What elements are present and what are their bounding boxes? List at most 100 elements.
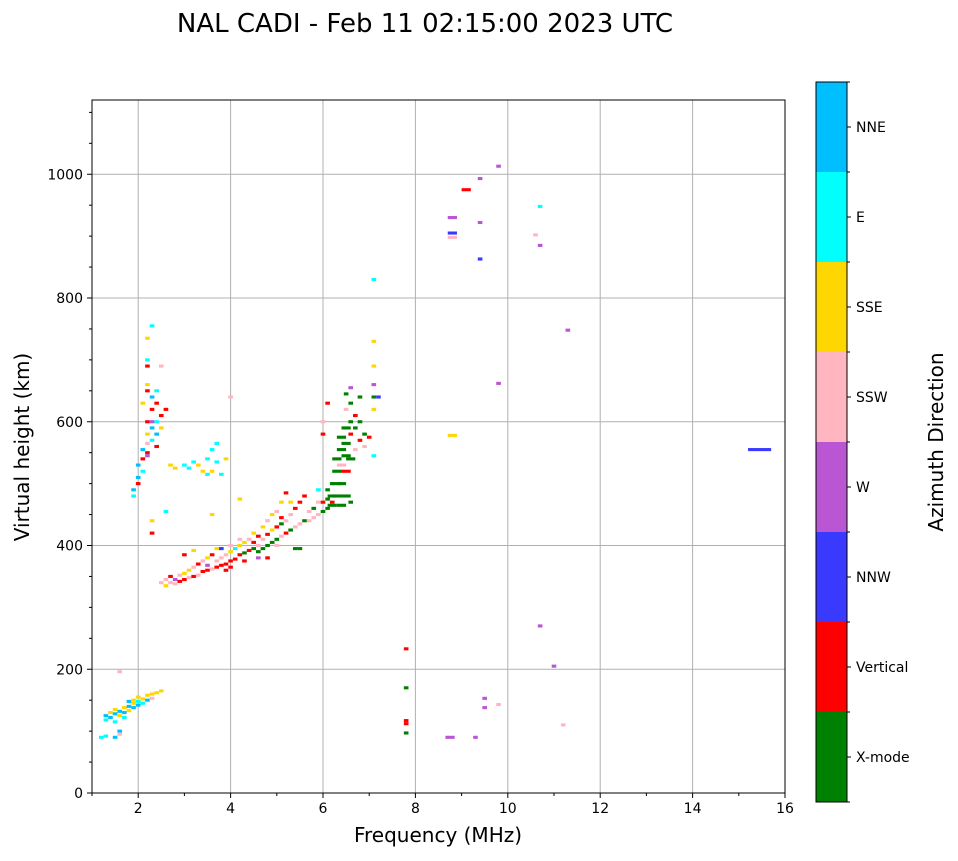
data-point-ssw [246, 537, 252, 541]
data-point-sse [186, 568, 192, 572]
data-point-x-mode [256, 550, 261, 554]
data-point-sse [168, 463, 173, 467]
data-point-ssw [195, 573, 201, 577]
data-point-ssw [158, 581, 164, 585]
data-point-vertical [154, 401, 159, 405]
x-tick-label: 8 [411, 801, 420, 817]
data-point-vertical [182, 577, 187, 582]
colorbar-tick-label: SSW [856, 390, 888, 406]
data-point-sse [163, 584, 169, 588]
data-point-ssw [168, 581, 173, 585]
data-point-x-mode [362, 432, 367, 436]
data-point-nne [103, 714, 109, 718]
data-point-vertical [341, 469, 351, 473]
x-tick-label: 12 [591, 801, 609, 817]
data-point-e [103, 734, 109, 738]
data-point-vertical [320, 500, 326, 504]
data-point-sse [237, 543, 243, 548]
data-point-vertical [357, 438, 363, 442]
data-point-x-mode [325, 488, 330, 492]
colorbar-segment-e [816, 172, 847, 262]
data-point-x-mode [288, 528, 293, 532]
data-point-x-mode [357, 395, 363, 399]
data-point-vertical [461, 188, 471, 192]
data-point-x-mode [320, 509, 326, 514]
data-point-nne [135, 703, 141, 707]
data-point-w [496, 164, 501, 168]
data-point-e [98, 735, 104, 739]
data-point-ssw [228, 543, 233, 548]
data-point-sse [371, 339, 377, 343]
data-point-sse [288, 500, 293, 504]
data-point-nnw [477, 257, 483, 261]
data-point-vertical [154, 444, 159, 449]
data-point-vertical [205, 568, 210, 572]
data-point-ssw [343, 407, 349, 411]
data-point-nnw [219, 547, 224, 551]
data-point-x-mode [346, 457, 356, 461]
y-axis-ticks: 0 200 400 600 800 1000 [47, 111, 92, 802]
colorbar-segment-nne [816, 82, 847, 172]
data-point-vertical [191, 574, 196, 578]
y-tick-label: 200 [56, 662, 83, 678]
data-point-nne [122, 711, 127, 715]
data-point-sse [149, 692, 155, 696]
data-point-ssw [297, 522, 303, 526]
data-point-ssw [353, 448, 358, 452]
data-point-x-mode [343, 392, 349, 396]
data-point-w [149, 420, 155, 424]
data-point-ssw [219, 556, 224, 560]
data-point-sse [200, 469, 206, 473]
data-point-ssw [306, 509, 312, 514]
data-point-vertical [283, 491, 289, 495]
data-point-e [145, 358, 150, 362]
data-point-sse [145, 336, 150, 340]
data-point-w [473, 735, 478, 739]
data-point-vertical [232, 557, 238, 561]
data-point-vertical [283, 531, 289, 535]
data-point-ssw [316, 513, 321, 517]
colorbar-tick-label: E [856, 210, 865, 226]
data-point-vertical [135, 482, 141, 486]
data-point-vertical [274, 525, 280, 529]
data-point-sse [149, 519, 155, 523]
data-point-w [348, 386, 354, 390]
colorbar-tick-label: SSE [856, 300, 883, 316]
data-point-x-mode [336, 435, 347, 439]
data-point-sse [195, 463, 201, 467]
data-point-sse [371, 364, 377, 368]
data-point-nne [126, 704, 132, 708]
data-point-x-mode [332, 457, 342, 461]
data-point-w [551, 664, 557, 668]
data-point-nne [149, 395, 155, 399]
data-point-ssw [560, 723, 566, 727]
data-point-nnw [447, 231, 457, 235]
data-point-vertical [200, 569, 206, 574]
data-point-sse [209, 469, 215, 473]
data-point-x-mode [302, 519, 307, 523]
data-point-e [371, 277, 377, 281]
data-point-sse [228, 550, 233, 554]
data-point-w [371, 383, 377, 387]
y-tick-label: 1000 [47, 167, 83, 183]
data-point-x-mode [332, 494, 342, 498]
data-point-x-mode [325, 506, 330, 510]
data-point-sse [269, 513, 275, 517]
data-point-vertical [228, 565, 233, 569]
data-point-vertical [403, 719, 409, 723]
colorbar-segment-vertical [816, 622, 847, 712]
data-point-vertical [242, 559, 247, 563]
data-point-vertical [320, 432, 326, 436]
data-point-vertical [177, 579, 183, 583]
data-point-e [191, 460, 196, 464]
data-point-sse [269, 528, 275, 532]
data-point-vertical [149, 407, 155, 411]
data-point-vertical [168, 574, 173, 578]
data-point-nnw [376, 395, 381, 399]
data-point-x-mode [348, 500, 354, 504]
data-point-sse [140, 401, 146, 405]
data-point-vertical [256, 534, 261, 538]
data-point-nne [135, 463, 141, 467]
data-point-vertical [237, 553, 243, 557]
data-point-nne [117, 709, 123, 713]
